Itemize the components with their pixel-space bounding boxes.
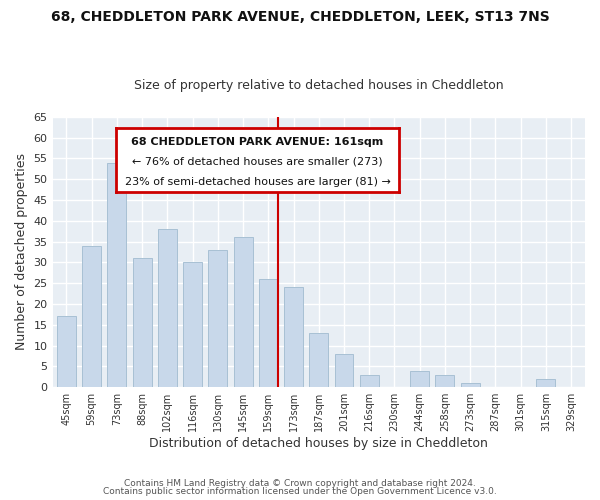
- Bar: [335, 354, 353, 387]
- Bar: [183, 262, 202, 387]
- Bar: [284, 288, 303, 387]
- Text: 68, CHEDDLETON PARK AVENUE, CHEDDLETON, LEEK, ST13 7NS: 68, CHEDDLETON PARK AVENUE, CHEDDLETON, …: [50, 10, 550, 24]
- Bar: [410, 370, 429, 387]
- Bar: [259, 279, 278, 387]
- Bar: [57, 316, 76, 387]
- Bar: [133, 258, 152, 387]
- Bar: [536, 379, 556, 387]
- Bar: [436, 374, 454, 387]
- Bar: [461, 383, 479, 387]
- Title: Size of property relative to detached houses in Cheddleton: Size of property relative to detached ho…: [134, 79, 503, 92]
- Bar: [233, 238, 253, 387]
- Text: Contains HM Land Registry data © Crown copyright and database right 2024.: Contains HM Land Registry data © Crown c…: [124, 478, 476, 488]
- Text: Contains public sector information licensed under the Open Government Licence v3: Contains public sector information licen…: [103, 488, 497, 496]
- Bar: [158, 229, 177, 387]
- Bar: [360, 374, 379, 387]
- Bar: [208, 250, 227, 387]
- Bar: [82, 246, 101, 387]
- Bar: [310, 333, 328, 387]
- Y-axis label: Number of detached properties: Number of detached properties: [15, 154, 28, 350]
- X-axis label: Distribution of detached houses by size in Cheddleton: Distribution of detached houses by size …: [149, 437, 488, 450]
- Bar: [107, 162, 127, 387]
